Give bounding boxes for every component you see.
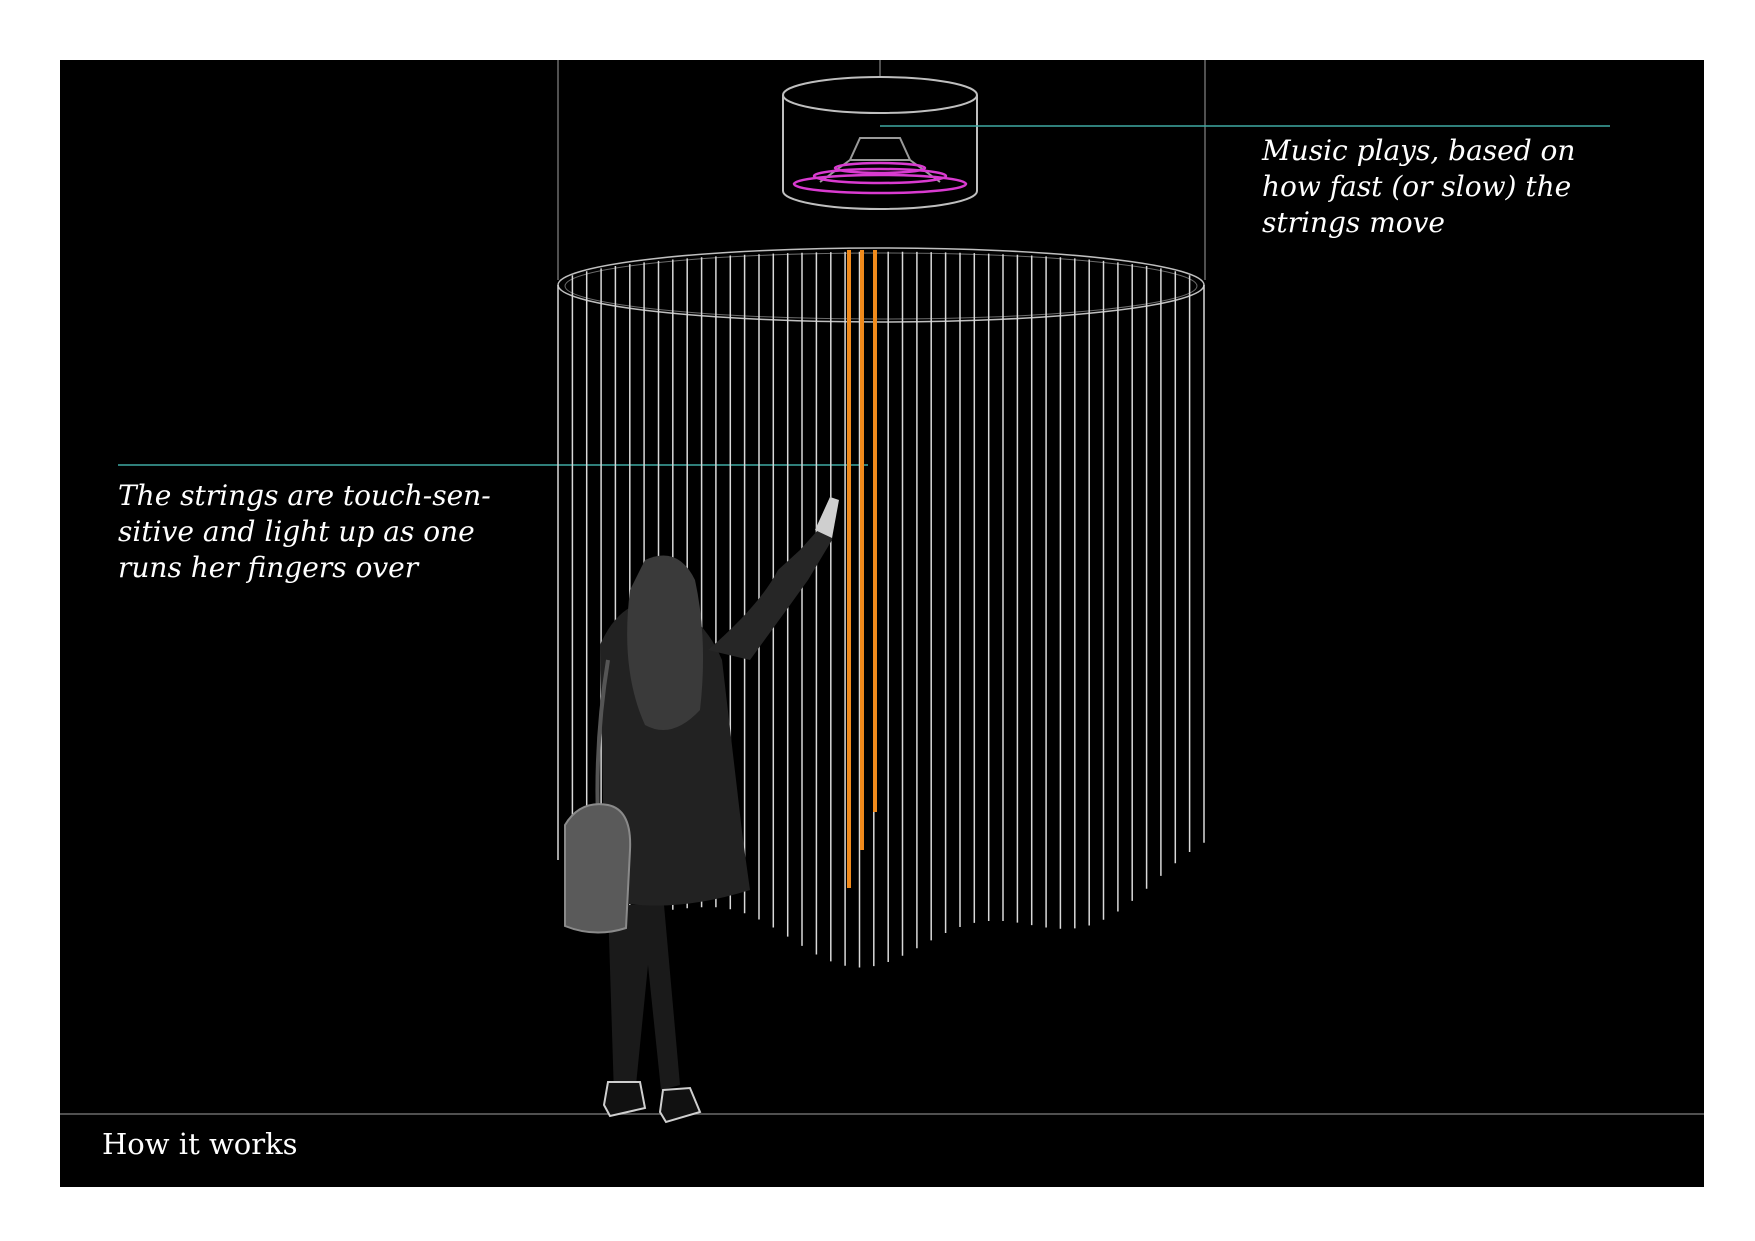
caption-music-line: Music plays, based on [1262, 134, 1576, 167]
caption-strings: The strings are touch-sen- sitive and li… [118, 478, 518, 586]
caption-strings-line: The strings are touch-sen- [118, 479, 491, 512]
caption-strings-line: runs her fingers over [118, 551, 419, 584]
speaker-icon [782, 76, 978, 210]
installation-diagram [60, 60, 1704, 1124]
string-ring [557, 247, 1205, 323]
person-silhouette-icon [564, 497, 839, 1124]
footer-title: How it works [102, 1127, 298, 1161]
string-ring-inner [564, 252, 1198, 320]
diagram-panel: Music plays, based on how fast (or slow)… [60, 60, 1704, 1187]
caption-music-line: strings move [1262, 206, 1445, 239]
caption-music-line: how fast (or slow) the [1262, 170, 1572, 203]
lit-strings-group [847, 250, 877, 888]
caption-music: Music plays, based on how fast (or slow)… [1262, 133, 1662, 241]
caption-strings-line: sitive and light up as one [118, 515, 475, 548]
